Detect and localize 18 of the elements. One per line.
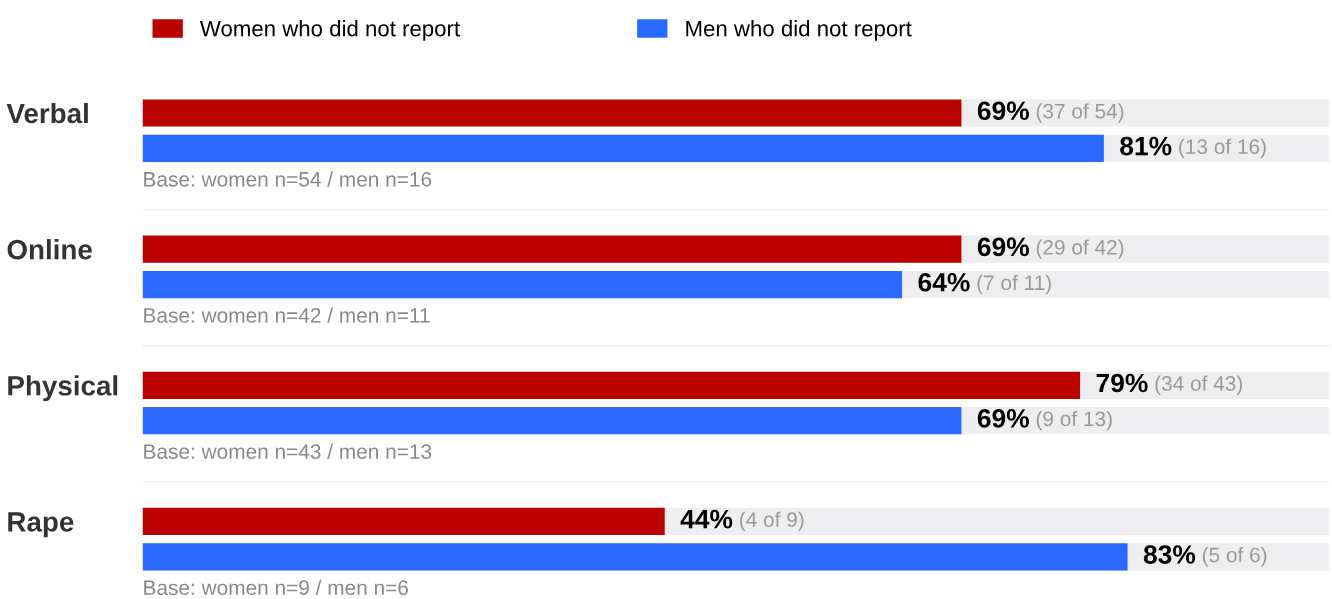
annotation: Base: women n=43 / men n=13 xyxy=(144,443,432,459)
legend-label: Men who did not report xyxy=(686,20,912,41)
data-label: 44% (4 of 9) xyxy=(680,509,804,532)
data-label: 69% (9 of 13) xyxy=(977,409,1112,431)
annotation: Base: women n=54 / men n=16 xyxy=(144,171,432,187)
y-tick-label: Physical xyxy=(8,375,118,402)
data-label: 83% (5 of 6) xyxy=(1143,545,1267,567)
y-tick-label: Verbal xyxy=(6,102,88,124)
data-label: 79% (34 of 43) xyxy=(1096,373,1243,395)
data-label: 69% (37 of 54) xyxy=(977,101,1124,123)
y-tick-label: Rape xyxy=(8,512,74,538)
data-label: 81% (13 of 16) xyxy=(1120,136,1266,159)
data-label: 69% (29 of 42) xyxy=(977,237,1124,259)
legend-label: Women who did not report xyxy=(199,20,460,41)
annotation: Base: women n=9 / men n=6 xyxy=(144,579,408,596)
annotation: Base: women n=42 / men n=11 xyxy=(144,307,430,323)
data-label: 64% (7 of 11) xyxy=(918,272,1051,295)
y-tick-label: Online xyxy=(7,239,92,260)
